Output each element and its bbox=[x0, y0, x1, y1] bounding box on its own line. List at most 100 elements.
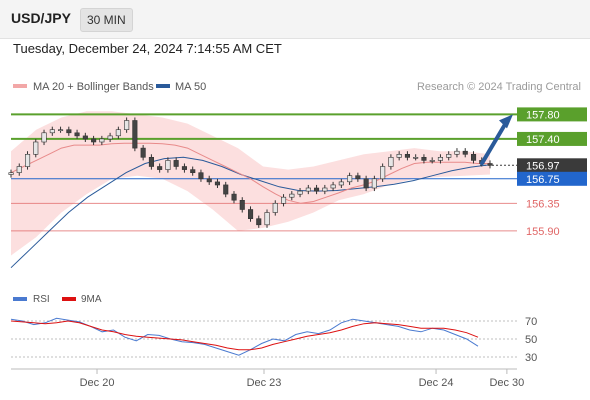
forecast-arrow-shaft bbox=[480, 122, 507, 166]
ma50-legend-label: MA 50 bbox=[175, 81, 206, 93]
top-bar: USD/JPY 30 MIN bbox=[0, 0, 590, 39]
pivot-label-box-156.75 bbox=[517, 171, 587, 186]
candle-body bbox=[239, 200, 245, 210]
current-label-box-156.97 bbox=[517, 158, 587, 173]
candle-body bbox=[313, 187, 320, 192]
resistance-label-box-157.40 bbox=[517, 131, 587, 146]
candle-body bbox=[363, 178, 369, 189]
candle-body bbox=[74, 132, 80, 137]
candle-body bbox=[124, 120, 130, 130]
candle-body bbox=[347, 175, 353, 183]
candle-body bbox=[272, 203, 278, 213]
rsi-legend-label: RSI bbox=[33, 294, 50, 305]
candle-body bbox=[214, 181, 220, 186]
candle-body bbox=[371, 178, 377, 189]
x-axis-ticks: Dec 20 Dec 23 Dec 24 Dec 30 bbox=[80, 369, 524, 389]
candle-body bbox=[165, 160, 171, 170]
candle-body bbox=[33, 141, 39, 155]
rsi-ma-legend-label: 9MA bbox=[81, 294, 102, 305]
candle-body bbox=[57, 129, 64, 131]
x-tick-label: Dec 30 bbox=[489, 377, 524, 389]
candle-body bbox=[173, 160, 179, 167]
candle-body bbox=[437, 157, 444, 161]
x-tick-label: Dec 24 bbox=[419, 377, 454, 389]
candle-body bbox=[66, 129, 72, 134]
candle-body bbox=[91, 138, 97, 143]
candle-body bbox=[256, 218, 262, 226]
candle-body bbox=[380, 166, 386, 180]
ma20-line bbox=[10, 142, 490, 204]
candles-layer bbox=[8, 117, 493, 228]
moving-average-layer bbox=[10, 142, 491, 269]
candle-body bbox=[140, 147, 146, 158]
rsi-ma-line bbox=[10, 320, 479, 351]
candle-body bbox=[454, 150, 460, 155]
candle-body bbox=[115, 129, 121, 137]
candle-body bbox=[190, 169, 196, 174]
ma50-line bbox=[10, 156, 491, 269]
forecast-arrow-layer bbox=[480, 114, 513, 166]
pivot-label-156.75: 156.75 bbox=[526, 174, 560, 186]
candle-body bbox=[99, 138, 105, 143]
x-tick-label: Dec 20 bbox=[80, 377, 115, 389]
candle-body bbox=[24, 154, 31, 167]
candle-body bbox=[396, 154, 402, 158]
rsi-legend-swatch bbox=[13, 297, 27, 301]
candle-body bbox=[41, 132, 47, 143]
current-label-156.97: 156.97 bbox=[526, 160, 560, 172]
candle-body bbox=[289, 193, 295, 198]
candle-body bbox=[49, 129, 55, 134]
candle-body bbox=[198, 172, 204, 180]
ma20-legend-label: MA 20 + Bollinger Bands bbox=[33, 81, 154, 93]
candle-body bbox=[338, 181, 344, 186]
candle-body bbox=[413, 157, 419, 159]
rsi-tick-70: 70 bbox=[525, 316, 537, 328]
rsi-layer: 30 50 70 bbox=[10, 316, 537, 364]
rsi-tick-50: 50 bbox=[525, 334, 537, 346]
candle-body bbox=[355, 175, 361, 180]
candle-body bbox=[470, 154, 477, 161]
resistance-label-157.80: 157.80 bbox=[526, 109, 560, 121]
candle-body bbox=[446, 154, 452, 158]
candle-body bbox=[157, 166, 163, 170]
candle-body bbox=[264, 212, 270, 226]
bollinger-band-layer bbox=[11, 111, 490, 256]
candle-body bbox=[132, 120, 138, 149]
rsi-ma-legend-swatch bbox=[62, 297, 76, 301]
candle-body bbox=[429, 160, 435, 162]
candle-body bbox=[297, 190, 303, 195]
candle-body bbox=[107, 135, 113, 140]
candle-body bbox=[322, 187, 328, 192]
support-label-156.35: 156.35 bbox=[526, 198, 560, 210]
candle-body bbox=[280, 196, 287, 204]
resistance-label-box-157.80 bbox=[517, 107, 587, 122]
credit-text: Research © 2024 Trading Central bbox=[417, 81, 581, 93]
ma20-legend-swatch bbox=[13, 84, 27, 88]
candle-body bbox=[223, 184, 229, 195]
candle-body bbox=[231, 193, 237, 201]
candle-body bbox=[305, 187, 311, 192]
resistance-label-157.40: 157.40 bbox=[526, 134, 560, 146]
timeframe-button[interactable]: 30 MIN bbox=[80, 8, 133, 32]
symbol-title: USD/JPY bbox=[11, 10, 71, 26]
candle-body bbox=[181, 166, 187, 170]
ma50-legend-swatch bbox=[156, 84, 170, 88]
timestamp: Tuesday, December 24, 2024 7:14:55 AM CE… bbox=[13, 41, 282, 56]
candle-body bbox=[462, 150, 468, 155]
candle-body bbox=[487, 163, 493, 166]
candle-body bbox=[16, 166, 22, 173]
bollinger-band bbox=[11, 111, 490, 256]
candle-body bbox=[404, 154, 411, 158]
candle-body bbox=[206, 178, 212, 183]
candle-body bbox=[248, 209, 254, 219]
level-labels-layer: 157.80 157.40 156.97 156.75 156.35 155.90 bbox=[517, 107, 587, 238]
x-tick-label: Dec 23 bbox=[247, 377, 282, 389]
rsi-tick-30: 30 bbox=[525, 352, 537, 364]
candle-body bbox=[330, 184, 336, 189]
support-label-155.90: 155.90 bbox=[526, 226, 560, 238]
candle-body bbox=[421, 157, 427, 161]
candle-body bbox=[148, 157, 154, 167]
candle-body bbox=[8, 172, 14, 175]
forecast-arrow-head bbox=[499, 114, 513, 129]
